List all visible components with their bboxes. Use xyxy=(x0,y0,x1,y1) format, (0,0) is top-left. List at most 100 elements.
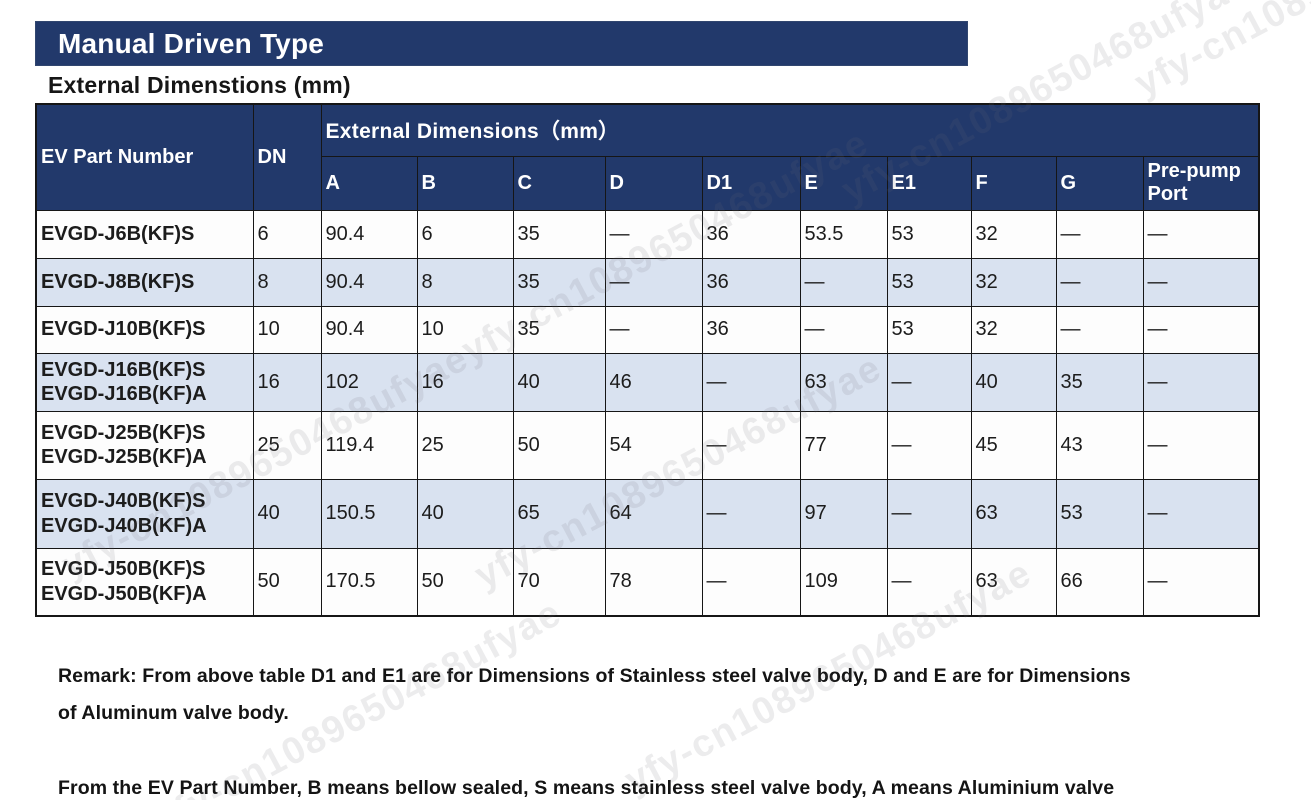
dim-c-cell: 40 xyxy=(512,352,606,412)
prepump-cell: — xyxy=(1142,547,1260,617)
dim-d-cell: — xyxy=(604,305,703,354)
dim-c-cell: 70 xyxy=(512,547,606,617)
column-header-prepump-port: Pre-pump Port xyxy=(1142,155,1260,211)
table-header-row-dims: A B C D D1 E E1 F G Pre-pump Port xyxy=(36,155,1260,211)
table-row: EVGD-J10B(KF)S 10 90.4 10 35 — 36 — 53 3… xyxy=(35,305,1260,354)
column-header-a: A xyxy=(320,155,418,211)
dim-b-cell: 25 xyxy=(416,410,514,480)
table-row: EVGD-J25B(KF)S EVGD-J25B(KF)A 25 119.4 2… xyxy=(35,410,1260,480)
dim-b-cell: 50 xyxy=(416,547,514,617)
dim-d1-cell: 36 xyxy=(701,305,801,354)
dim-f-cell: 63 xyxy=(970,547,1057,617)
dn-cell: 40 xyxy=(252,478,322,549)
dim-b-cell: 40 xyxy=(416,478,514,549)
dim-f-cell: 63 xyxy=(970,478,1057,549)
dim-e-cell: 53.5 xyxy=(799,209,888,259)
dim-d-cell: 46 xyxy=(604,352,703,412)
dim-a-cell: 150.5 xyxy=(320,478,418,549)
dn-cell: 8 xyxy=(252,257,322,307)
dim-d-cell: 78 xyxy=(604,547,703,617)
dim-e-cell: 77 xyxy=(799,410,888,480)
dim-g-cell: — xyxy=(1055,305,1144,354)
dim-e1-cell: 53 xyxy=(886,305,972,354)
dn-cell: 6 xyxy=(252,209,322,259)
remark-block: Remark: From above table D1 and E1 are f… xyxy=(58,620,1308,800)
table-row: EVGD-J40B(KF)S EVGD-J40B(KF)A 40 150.5 4… xyxy=(35,478,1260,549)
table-header-row-group: EV Part Number DN External Dimensions（mm… xyxy=(35,103,1260,211)
column-header-e1: E1 xyxy=(886,155,972,211)
dim-a-cell: 90.4 xyxy=(320,305,418,354)
dim-e1-cell: — xyxy=(886,352,972,412)
dim-d1-cell: 36 xyxy=(701,209,801,259)
part-number-cell: EVGD-J6B(KF)S xyxy=(35,209,254,259)
dim-b-cell: 10 xyxy=(416,305,514,354)
dim-b-cell: 6 xyxy=(416,209,514,259)
column-header-d: D xyxy=(604,155,703,211)
column-group-header: External Dimensions（mm） xyxy=(320,103,1260,157)
dim-d1-cell: 36 xyxy=(701,257,801,307)
part-number-cell: EVGD-J16B(KF)S EVGD-J16B(KF)A xyxy=(35,352,254,412)
prepump-cell: — xyxy=(1142,410,1260,480)
dim-c-cell: 35 xyxy=(512,305,606,354)
dim-f-cell: 45 xyxy=(970,410,1057,480)
table-row: EVGD-J8B(KF)S 8 90.4 8 35 — 36 — 53 32 —… xyxy=(35,257,1260,307)
dim-g-cell: — xyxy=(1055,257,1144,307)
prepump-cell: — xyxy=(1142,352,1260,412)
column-header-f: F xyxy=(970,155,1057,211)
dim-a-cell: 170.5 xyxy=(320,547,418,617)
dim-f-cell: 32 xyxy=(970,257,1057,307)
dim-e1-cell: — xyxy=(886,410,972,480)
dn-cell: 25 xyxy=(252,410,322,480)
dim-a-cell: 90.4 xyxy=(320,209,418,259)
dim-e-cell: 109 xyxy=(799,547,888,617)
dim-e-cell: 97 xyxy=(799,478,888,549)
dim-a-cell: 119.4 xyxy=(320,410,418,480)
remark-paragraph-2: From the EV Part Number, B means bellow … xyxy=(58,777,1115,799)
dim-d1-cell: — xyxy=(701,410,801,480)
part-number-cell: EVGD-J40B(KF)S EVGD-J40B(KF)A xyxy=(35,478,254,549)
prepump-cell: — xyxy=(1142,478,1260,549)
dim-f-cell: 32 xyxy=(970,305,1057,354)
column-header-b: B xyxy=(416,155,514,211)
dim-a-cell: 102 xyxy=(320,352,418,412)
dim-c-cell: 35 xyxy=(512,257,606,307)
part-number-cell: EVGD-J8B(KF)S xyxy=(35,257,254,307)
dim-e-cell: — xyxy=(799,257,888,307)
part-number-cell: EVGD-J50B(KF)S EVGD-J50B(KF)A xyxy=(35,547,254,617)
column-header-dn: DN xyxy=(252,103,322,211)
column-header-g: G xyxy=(1055,155,1144,211)
column-header-c: C xyxy=(512,155,606,211)
dim-e-cell: — xyxy=(799,305,888,354)
remark-paragraph-1: Remark: From above table D1 and E1 are f… xyxy=(58,664,1131,725)
dn-cell: 16 xyxy=(252,352,322,412)
prepump-cell: — xyxy=(1142,257,1260,307)
dim-d-cell: 54 xyxy=(604,410,703,480)
dim-d-cell: — xyxy=(604,209,703,259)
dim-g-cell: 66 xyxy=(1055,547,1144,617)
part-number-cell: EVGD-J10B(KF)S xyxy=(35,305,254,354)
dn-cell: 10 xyxy=(252,305,322,354)
table-row: EVGD-J16B(KF)S EVGD-J16B(KF)A 16 102 16 … xyxy=(35,352,1260,412)
dim-g-cell: 43 xyxy=(1055,410,1144,480)
dim-f-cell: 32 xyxy=(970,209,1057,259)
dim-g-cell: 53 xyxy=(1055,478,1144,549)
dim-e1-cell: — xyxy=(886,478,972,549)
column-header-e: E xyxy=(799,155,888,211)
watermark-text: yfy-cn1089650468ufyae xyxy=(1128,0,1311,106)
dim-e1-cell: 53 xyxy=(886,257,972,307)
dim-d1-cell: — xyxy=(701,478,801,549)
dim-c-cell: 65 xyxy=(512,478,606,549)
dim-d-cell: — xyxy=(604,257,703,307)
dim-a-cell: 90.4 xyxy=(320,257,418,307)
section-heading: External Dimenstions (mm) xyxy=(48,72,351,98)
dim-f-cell: 40 xyxy=(970,352,1057,412)
page-title: Manual Driven Type xyxy=(58,27,325,59)
dim-d-cell: 64 xyxy=(604,478,703,549)
dimensions-table: EV Part Number DN External Dimensions（mm… xyxy=(35,103,1261,617)
table-row: EVGD-J6B(KF)S 6 90.4 6 35 — 36 53.5 53 3… xyxy=(35,209,1260,259)
prepump-cell: — xyxy=(1142,305,1260,354)
dim-c-cell: 50 xyxy=(512,410,606,480)
dim-g-cell: 35 xyxy=(1055,352,1144,412)
dim-e1-cell: 53 xyxy=(886,209,972,259)
dim-d1-cell: — xyxy=(701,352,801,412)
